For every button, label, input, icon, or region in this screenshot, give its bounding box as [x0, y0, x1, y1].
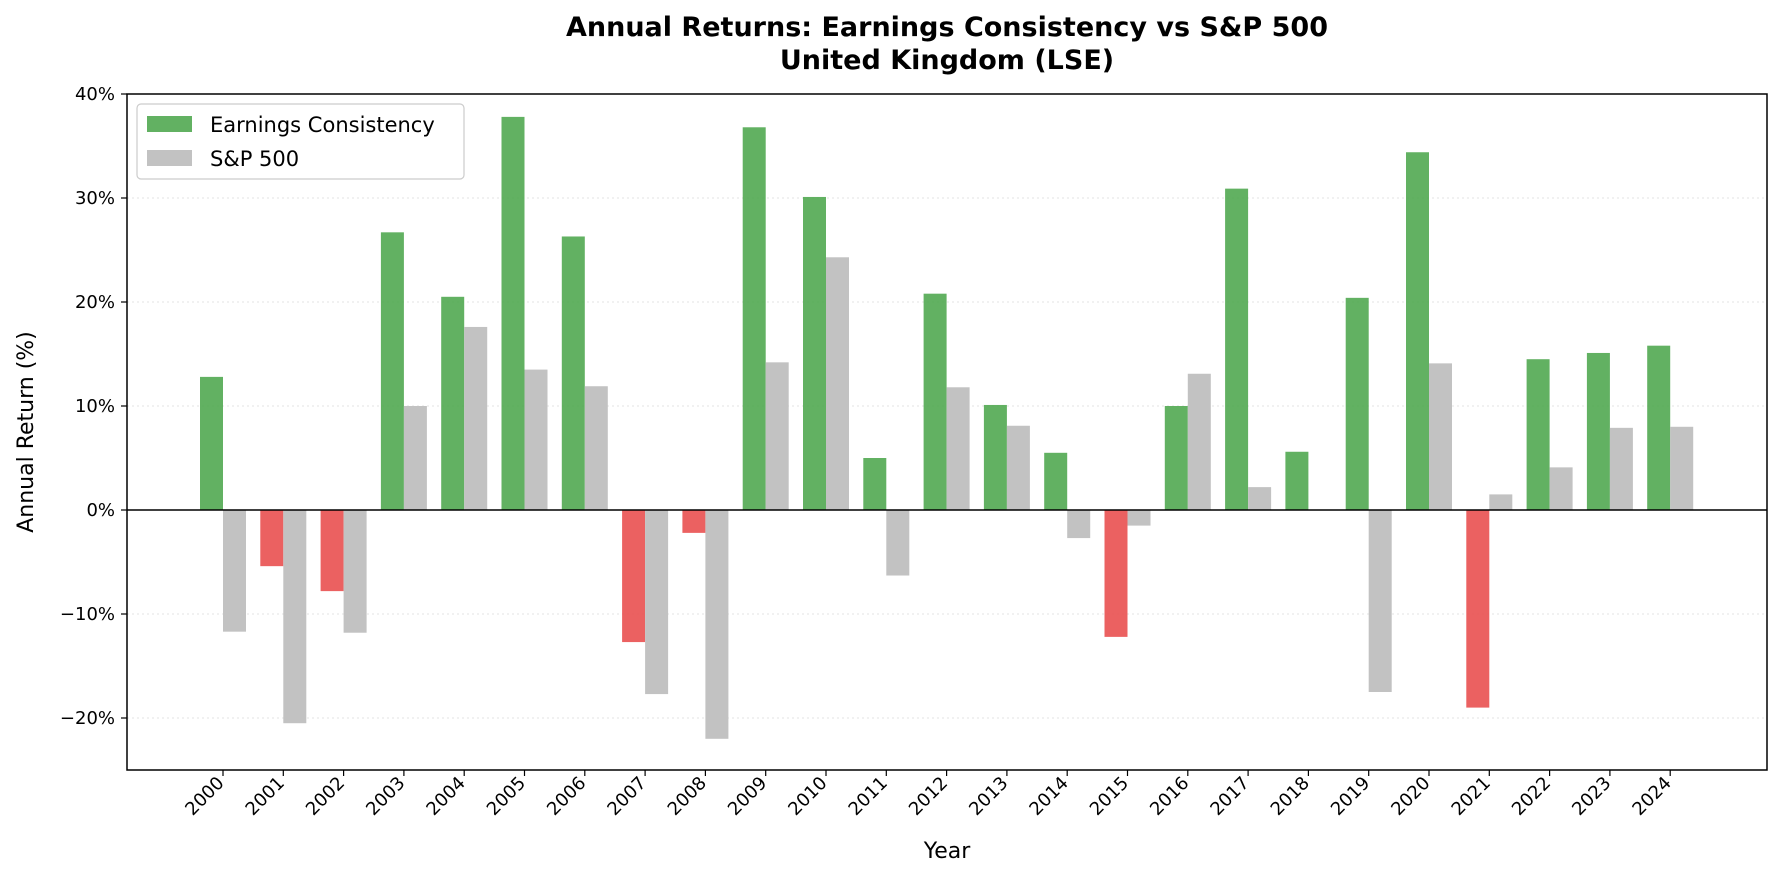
bar-sp500-2006 [584, 386, 608, 510]
x-tick-label: 2002 [302, 773, 349, 820]
bar-sp500-2010 [826, 257, 849, 510]
bar-sp500-2008 [705, 510, 729, 739]
x-tick-label: 2008 [664, 773, 711, 820]
x-axis-label: Year [923, 839, 972, 864]
bar-earnings-consistency-2015 [1104, 510, 1128, 637]
x-tick-label: 2012 [905, 773, 952, 820]
bar-earnings-consistency-2020 [1406, 152, 1429, 511]
bar-earnings-consistency-2016 [1164, 406, 1188, 510]
x-tick-label: 2017 [1206, 773, 1253, 820]
bar-sp500-2015 [1127, 510, 1151, 526]
bar-earnings-consistency-2017 [1225, 188, 1249, 510]
chart-title: Annual Returns: Earnings Consistency vs … [566, 12, 1328, 43]
chart-subtitle: United Kingdom (LSE) [780, 45, 1114, 76]
bar-earnings-consistency-2010 [803, 196, 826, 510]
bar-sp500-2003 [403, 406, 427, 510]
y-tick-label: 10% [75, 396, 115, 417]
bar-earnings-consistency-2012 [923, 293, 947, 510]
bar-sp500-2012 [946, 387, 970, 510]
bar-sp500-2022 [1549, 467, 1573, 510]
bar-earnings-consistency-2024 [1647, 345, 1671, 510]
bar-earnings-consistency-2013 [983, 404, 1007, 510]
x-tick-label: 2020 [1387, 773, 1434, 820]
x-tick-label: 2011 [845, 773, 892, 820]
x-tick-label: 2001 [242, 773, 289, 820]
bar-earnings-consistency-2006 [561, 236, 585, 511]
bar-earnings-consistency-2009 [742, 127, 766, 510]
bar-earnings-consistency-2008 [682, 510, 706, 533]
x-tick-label: 2004 [422, 773, 469, 820]
bar-earnings-consistency-2014 [1044, 452, 1068, 510]
bar-earnings-consistency-2022 [1526, 359, 1550, 510]
legend-box [136, 103, 465, 180]
bar-sp500-2016 [1187, 373, 1211, 510]
y-axis: −20% −10% 0% 10% 20% 30% 40% [60, 84, 127, 729]
bar-sp500-2023 [1609, 427, 1633, 510]
bar-earnings-consistency-2004 [441, 296, 465, 510]
y-tick-label: −10% [60, 604, 115, 625]
bar-earnings-consistency-2019 [1345, 297, 1369, 510]
bar-earnings-consistency-2000 [200, 376, 223, 510]
bar-sp500-2021 [1489, 494, 1513, 510]
x-tick-label: 2007 [603, 773, 650, 820]
x-tick-label: 2003 [362, 773, 409, 820]
x-tick-label: 2022 [1508, 773, 1555, 820]
bar-earnings-consistency-2023 [1586, 352, 1610, 510]
bar-sp500-2020 [1429, 363, 1452, 510]
bar-sp500-2005 [524, 369, 548, 510]
x-tick-label: 2014 [1025, 773, 1072, 820]
legend-label-sp500: S&P 500 [210, 147, 299, 171]
legend: Earnings Consistency S&P 500 [136, 103, 465, 180]
bar-earnings-consistency-2011 [863, 458, 887, 510]
bar-sp500-2004 [464, 326, 488, 510]
bar-earnings-consistency-2002 [320, 510, 344, 592]
x-tick-label: 2015 [1086, 773, 1133, 820]
x-tick-label: 2006 [543, 773, 590, 820]
x-tick-label: 2000 [181, 773, 228, 820]
x-tick-label: 2016 [1146, 773, 1193, 820]
legend-swatch-sp500 [147, 150, 192, 166]
bar-sp500-2019 [1368, 510, 1392, 692]
bar-sp500-2013 [1006, 425, 1030, 510]
bar-earnings-consistency-2003 [380, 232, 404, 510]
x-tick-label: 2009 [724, 773, 771, 820]
y-tick-label: 40% [75, 84, 115, 105]
x-tick-label: 2018 [1267, 773, 1314, 820]
bar-sp500-2000 [223, 510, 246, 632]
y-tick-label: 0% [86, 500, 115, 521]
bar-earnings-consistency-2018 [1285, 451, 1309, 510]
bar-sp500-2002 [343, 510, 367, 633]
x-tick-label: 2023 [1568, 773, 1615, 820]
x-axis: 2000 2001 2002 2003 2004 2005 2006 2007 2008 2009… [181, 770, 1676, 820]
bar-earnings-consistency-2007 [622, 510, 646, 643]
x-tick-label: 2019 [1327, 773, 1374, 820]
bar-sp500-2009 [765, 362, 789, 510]
x-tick-label: 2013 [965, 773, 1012, 820]
x-tick-label: 2021 [1448, 773, 1495, 820]
bar-sp500-2011 [886, 510, 910, 576]
bar-sp500-2017 [1248, 487, 1272, 510]
x-tick-label: 2005 [483, 773, 530, 820]
bar-earnings-consistency-2001 [260, 510, 284, 567]
bar-sp500-2001 [283, 510, 307, 724]
y-tick-label: 30% [75, 188, 115, 209]
bars [200, 116, 1694, 739]
legend-label-earnings-consistency: Earnings Consistency [210, 113, 435, 137]
y-tick-label: −20% [60, 708, 115, 729]
y-axis-label: Annual Return (%) [14, 331, 39, 533]
bar-earnings-consistency-2021 [1466, 510, 1490, 708]
x-tick-label: 2024 [1628, 773, 1675, 820]
bar-earnings-consistency-2005 [501, 116, 525, 510]
bar-sp500-2024 [1670, 426, 1694, 510]
x-tick-label: 2010 [784, 773, 831, 820]
bar-sp500-2007 [645, 510, 669, 695]
bar-sp500-2014 [1067, 510, 1091, 539]
legend-swatch-earnings-consistency [147, 116, 192, 132]
y-tick-label: 20% [75, 292, 115, 313]
